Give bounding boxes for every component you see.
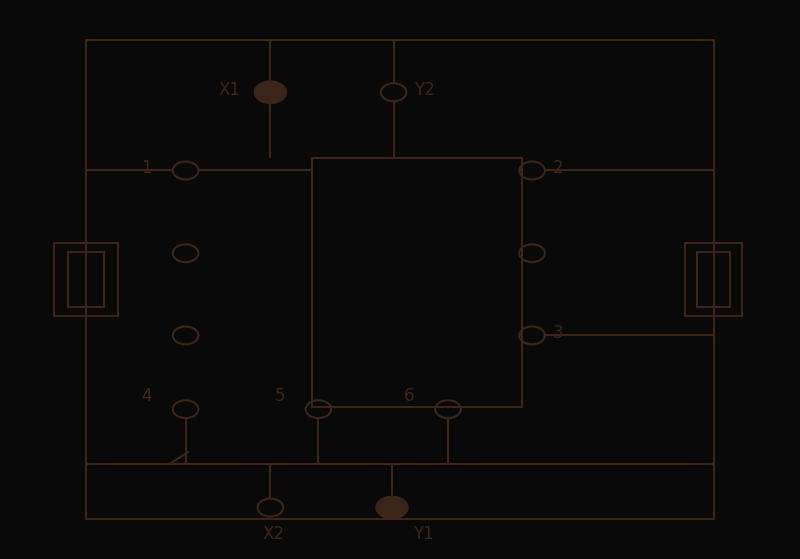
Text: Y1: Y1 [413, 525, 434, 543]
Text: X2: X2 [262, 525, 285, 543]
Circle shape [254, 81, 286, 103]
Text: 6: 6 [404, 387, 414, 405]
Bar [312, 158, 522, 407]
Bar [685, 243, 742, 316]
Bar [698, 252, 730, 307]
Text: 3: 3 [553, 324, 563, 342]
Circle shape [376, 496, 408, 519]
Text: 1: 1 [142, 159, 152, 177]
Text: 5: 5 [274, 387, 285, 405]
Bar [54, 243, 118, 316]
Text: Y2: Y2 [414, 81, 435, 99]
Bar [69, 252, 104, 307]
Text: 2: 2 [553, 159, 563, 177]
Text: X1: X1 [218, 81, 240, 99]
Bar [86, 40, 714, 519]
Text: 4: 4 [142, 387, 152, 405]
